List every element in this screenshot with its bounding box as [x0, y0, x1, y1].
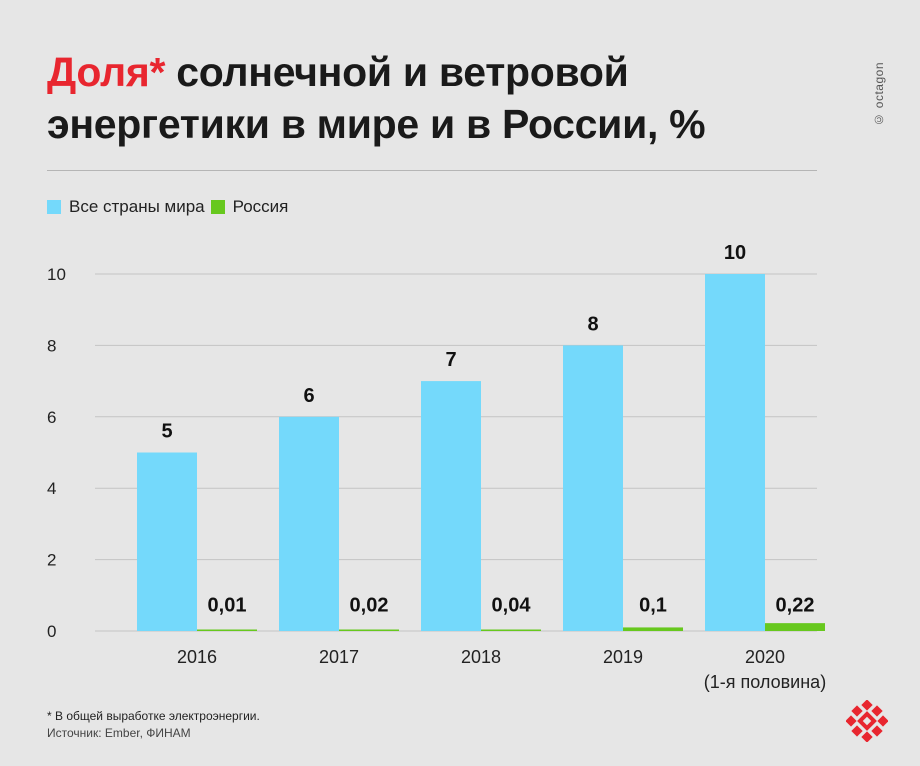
legend-item-world: Все страны мира — [47, 197, 205, 217]
value-label-russia-2020: 0,22 — [776, 594, 815, 616]
value-label-world-2020: 10 — [724, 242, 746, 264]
bar-russia-2019 — [623, 627, 683, 631]
bar-world-2016 — [137, 452, 197, 631]
footnote-source: Источник: Ember, ФИНАМ — [47, 726, 191, 740]
y-tick-label: 6 — [47, 408, 56, 427]
title-divider — [47, 170, 817, 171]
y-tick-label: 0 — [47, 622, 56, 641]
value-label-world-2017: 6 — [303, 385, 314, 407]
x-tick-sublabel: (1-я половина) — [704, 672, 826, 692]
legend-swatch-world — [47, 200, 61, 214]
x-tick-label: 2019 — [603, 647, 643, 667]
value-labels: 5 0,01 6 0,02 7 0,04 8 0,1 10 0,22 — [161, 242, 814, 616]
bar-world-2020 — [705, 274, 765, 631]
bar-world-2019 — [563, 345, 623, 631]
value-label-world-2016: 5 — [161, 421, 172, 443]
y-axis-ticks: 0 2 4 6 8 10 — [47, 265, 66, 641]
value-label-russia-2016: 0,01 — [208, 594, 247, 616]
bar-world-2018 — [421, 381, 481, 631]
octagon-logo-icon — [846, 700, 888, 742]
y-tick-label: 8 — [47, 336, 56, 355]
legend-label-russia: Россия — [232, 197, 289, 216]
y-tick-label: 2 — [47, 551, 56, 570]
x-tick-label: 2018 — [461, 647, 501, 667]
bar-russia-2016 — [197, 629, 257, 631]
value-label-world-2018: 7 — [445, 349, 456, 371]
value-label-russia-2019: 0,1 — [639, 594, 667, 616]
legend: Все страны мира Россия — [47, 197, 294, 217]
bar-world-2017 — [279, 416, 339, 631]
legend-swatch-russia — [210, 200, 225, 214]
title-accent: Доля* — [47, 49, 166, 95]
legend-item-russia: Россия — [210, 197, 289, 217]
value-label-world-2019: 8 — [587, 313, 598, 335]
bar-russia-2018 — [481, 629, 541, 631]
chart-title: Доля* солнечной и ветровой энергетики в … — [47, 46, 847, 150]
value-label-russia-2018: 0,04 — [492, 594, 532, 616]
x-tick-label: 2016 — [177, 647, 217, 667]
bar-russia-2017 — [339, 629, 399, 631]
y-tick-label: 10 — [47, 265, 66, 284]
x-axis-labels: 2016 2017 2018 2019 2020 (1-я половина) — [177, 647, 826, 692]
value-label-russia-2017: 0,02 — [350, 594, 389, 616]
y-tick-label: 4 — [47, 479, 56, 498]
x-tick-label: 2017 — [319, 647, 359, 667]
bars — [137, 274, 825, 631]
bar-russia-2020 — [765, 623, 825, 631]
x-tick-label: 2020 — [745, 647, 785, 667]
legend-label-world: Все страны мира — [69, 197, 205, 216]
footnote: * В общей выработке электроэнергии. Исто… — [47, 708, 260, 742]
title-text: солнечной и ветровой энергетики в мире и… — [47, 49, 706, 147]
footnote-note: * В общей выработке электроэнергии. — [47, 709, 260, 723]
